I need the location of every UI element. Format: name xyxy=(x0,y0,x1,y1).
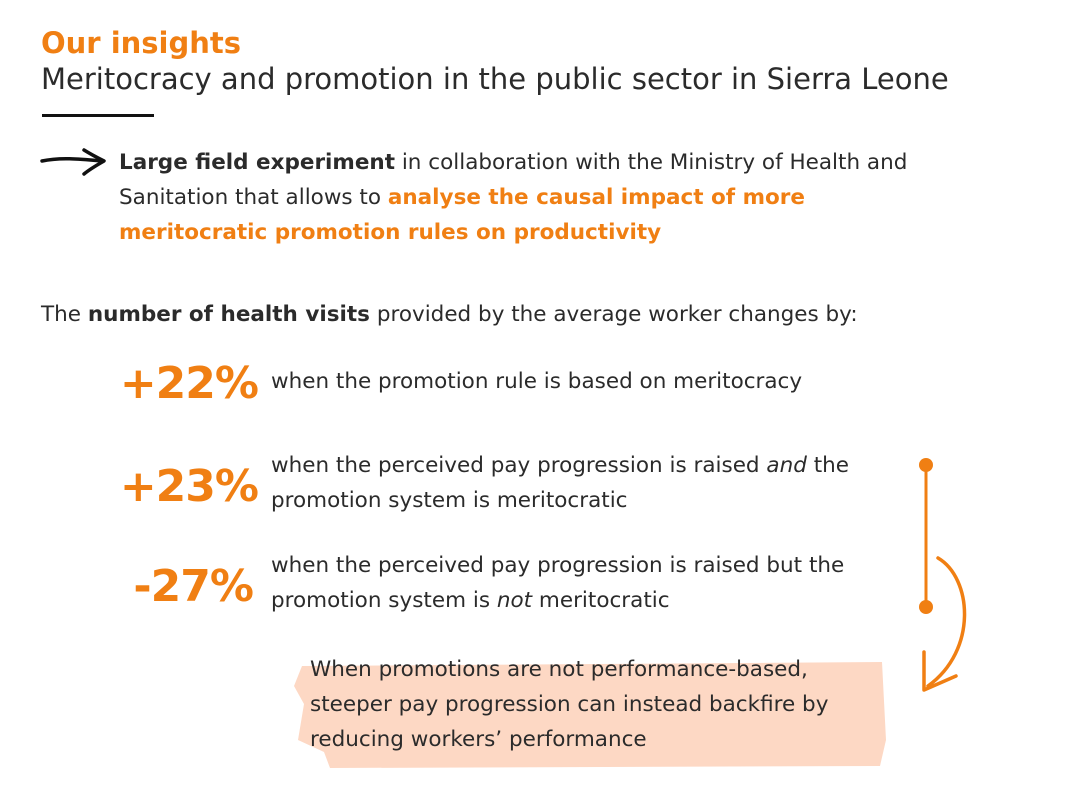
curved-arrow-icon xyxy=(919,458,967,692)
finding-2-text-pre: when the perceived pay progression is ra… xyxy=(271,453,767,478)
lead-pre: The xyxy=(41,302,88,327)
finding-2-value: +23% xyxy=(119,461,259,512)
finding-2-text-post: the promotion system is meritocratic xyxy=(271,453,849,513)
callout-highlight xyxy=(294,656,888,768)
finding-2-text-em: and xyxy=(766,453,807,478)
title-underline xyxy=(42,114,154,117)
finding-1-text: when the promotion rule is based on meri… xyxy=(271,369,803,394)
intro-paragraph: Large field experiment in collaboration … xyxy=(119,145,929,250)
finding-3-text-post: meritocratic xyxy=(532,588,670,613)
page-title: Meritocracy and promotion in the public … xyxy=(41,62,949,96)
finding-3-text: when the perceived pay progression is ra… xyxy=(271,548,901,618)
callout-line-2: steeper pay progression can instead back… xyxy=(310,692,829,717)
intro-middle: in collaboration with the Ministry of He… xyxy=(119,150,908,210)
finding-3-text-pre: when the perceived pay progression is ra… xyxy=(271,553,845,613)
lead-sentence: The number of health visits provided by … xyxy=(41,297,1061,333)
lead-bold: number of health visits xyxy=(87,302,370,327)
finding-3-text-em: not xyxy=(496,588,533,613)
finding-2-text: when the perceived pay progression is ra… xyxy=(271,448,901,518)
intro-highlight: analyse the causal impact of more merito… xyxy=(119,185,805,245)
finding-3-value: -27% xyxy=(133,561,254,612)
eyebrow-heading: Our insights xyxy=(41,26,242,60)
lead-post: provided by the average worker changes b… xyxy=(369,302,858,327)
callout-line-3: reducing workers’ performance xyxy=(310,727,647,752)
finding-1-value: +22% xyxy=(119,358,259,409)
callout-line-1: When promotions are not performance-base… xyxy=(310,657,808,682)
hand-drawn-arrow-icon xyxy=(40,148,106,176)
intro-bold-lead: Large field experiment xyxy=(119,150,395,175)
callout-text: When promotions are not performance-base… xyxy=(310,652,930,757)
